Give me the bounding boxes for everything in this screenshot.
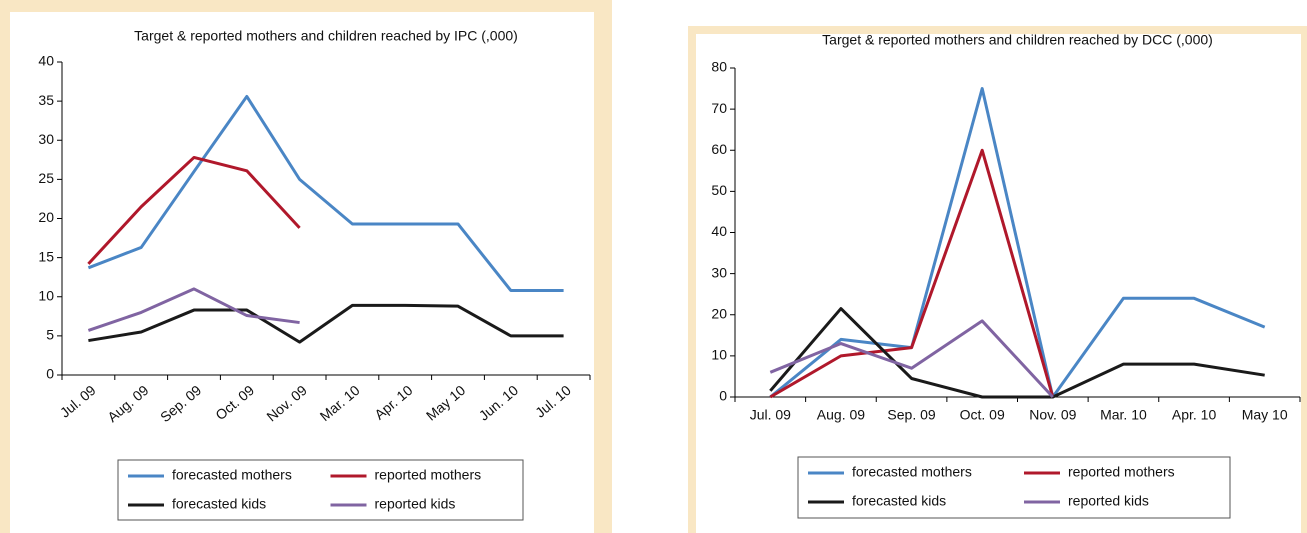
legend-label: forecasted mothers	[852, 464, 972, 480]
y-tick-label: 60	[711, 141, 727, 157]
legend-label: reported mothers	[1068, 464, 1175, 480]
y-tick-label: 30	[711, 264, 727, 280]
x-tick-label: Apr. 10	[1172, 407, 1217, 423]
legend-label: reported kids	[375, 496, 456, 512]
chart-title: Target & reported mothers and children r…	[822, 32, 1213, 48]
x-tick-label: Aug. 09	[817, 407, 865, 423]
y-tick-label: 70	[711, 100, 727, 116]
y-tick-label: 10	[38, 287, 54, 303]
x-tick-label: Nov. 09	[1029, 407, 1076, 423]
y-tick-label: 80	[711, 59, 727, 75]
y-tick-label: 30	[38, 131, 54, 147]
y-tick-label: 40	[38, 53, 54, 69]
y-tick-label: 10	[711, 347, 727, 363]
x-tick-label: Sep. 09	[887, 407, 935, 423]
legend-box	[797, 456, 1231, 519]
x-tick-label: May 10	[1242, 407, 1288, 423]
y-tick-label: 0	[46, 366, 54, 382]
chart-title: Target & reported mothers and children r…	[134, 28, 518, 44]
legend-label: reported kids	[1068, 493, 1149, 509]
y-tick-label: 20	[711, 305, 727, 321]
legend-label: forecasted mothers	[172, 467, 292, 483]
series-line	[769, 87, 1266, 399]
series-line	[769, 319, 1054, 399]
x-tick-label: Oct. 09	[960, 407, 1005, 423]
panel-inner	[10, 12, 594, 533]
series-line	[87, 94, 564, 292]
panel-inner	[696, 34, 1301, 533]
y-tick-label: 35	[38, 92, 54, 108]
y-tick-label: 15	[38, 248, 54, 264]
legend-label: forecasted kids	[852, 493, 946, 509]
series-line	[88, 303, 564, 344]
legend-box	[117, 459, 524, 521]
y-tick-label: 25	[38, 170, 54, 186]
y-tick-label: 50	[711, 182, 727, 198]
legend-label: reported mothers	[375, 467, 482, 483]
y-tick-label: 0	[719, 388, 727, 404]
legend-label: forecasted kids	[172, 496, 266, 512]
y-tick-label: 5	[46, 327, 54, 343]
series-line	[769, 307, 1265, 399]
x-tick-label: Mar. 10	[1100, 407, 1147, 423]
series-line	[87, 155, 301, 265]
x-tick-label: Jul. 09	[750, 407, 791, 423]
series-line	[769, 148, 1055, 399]
series-line	[87, 287, 300, 332]
y-tick-label: 20	[38, 209, 54, 225]
y-tick-label: 40	[711, 223, 727, 239]
